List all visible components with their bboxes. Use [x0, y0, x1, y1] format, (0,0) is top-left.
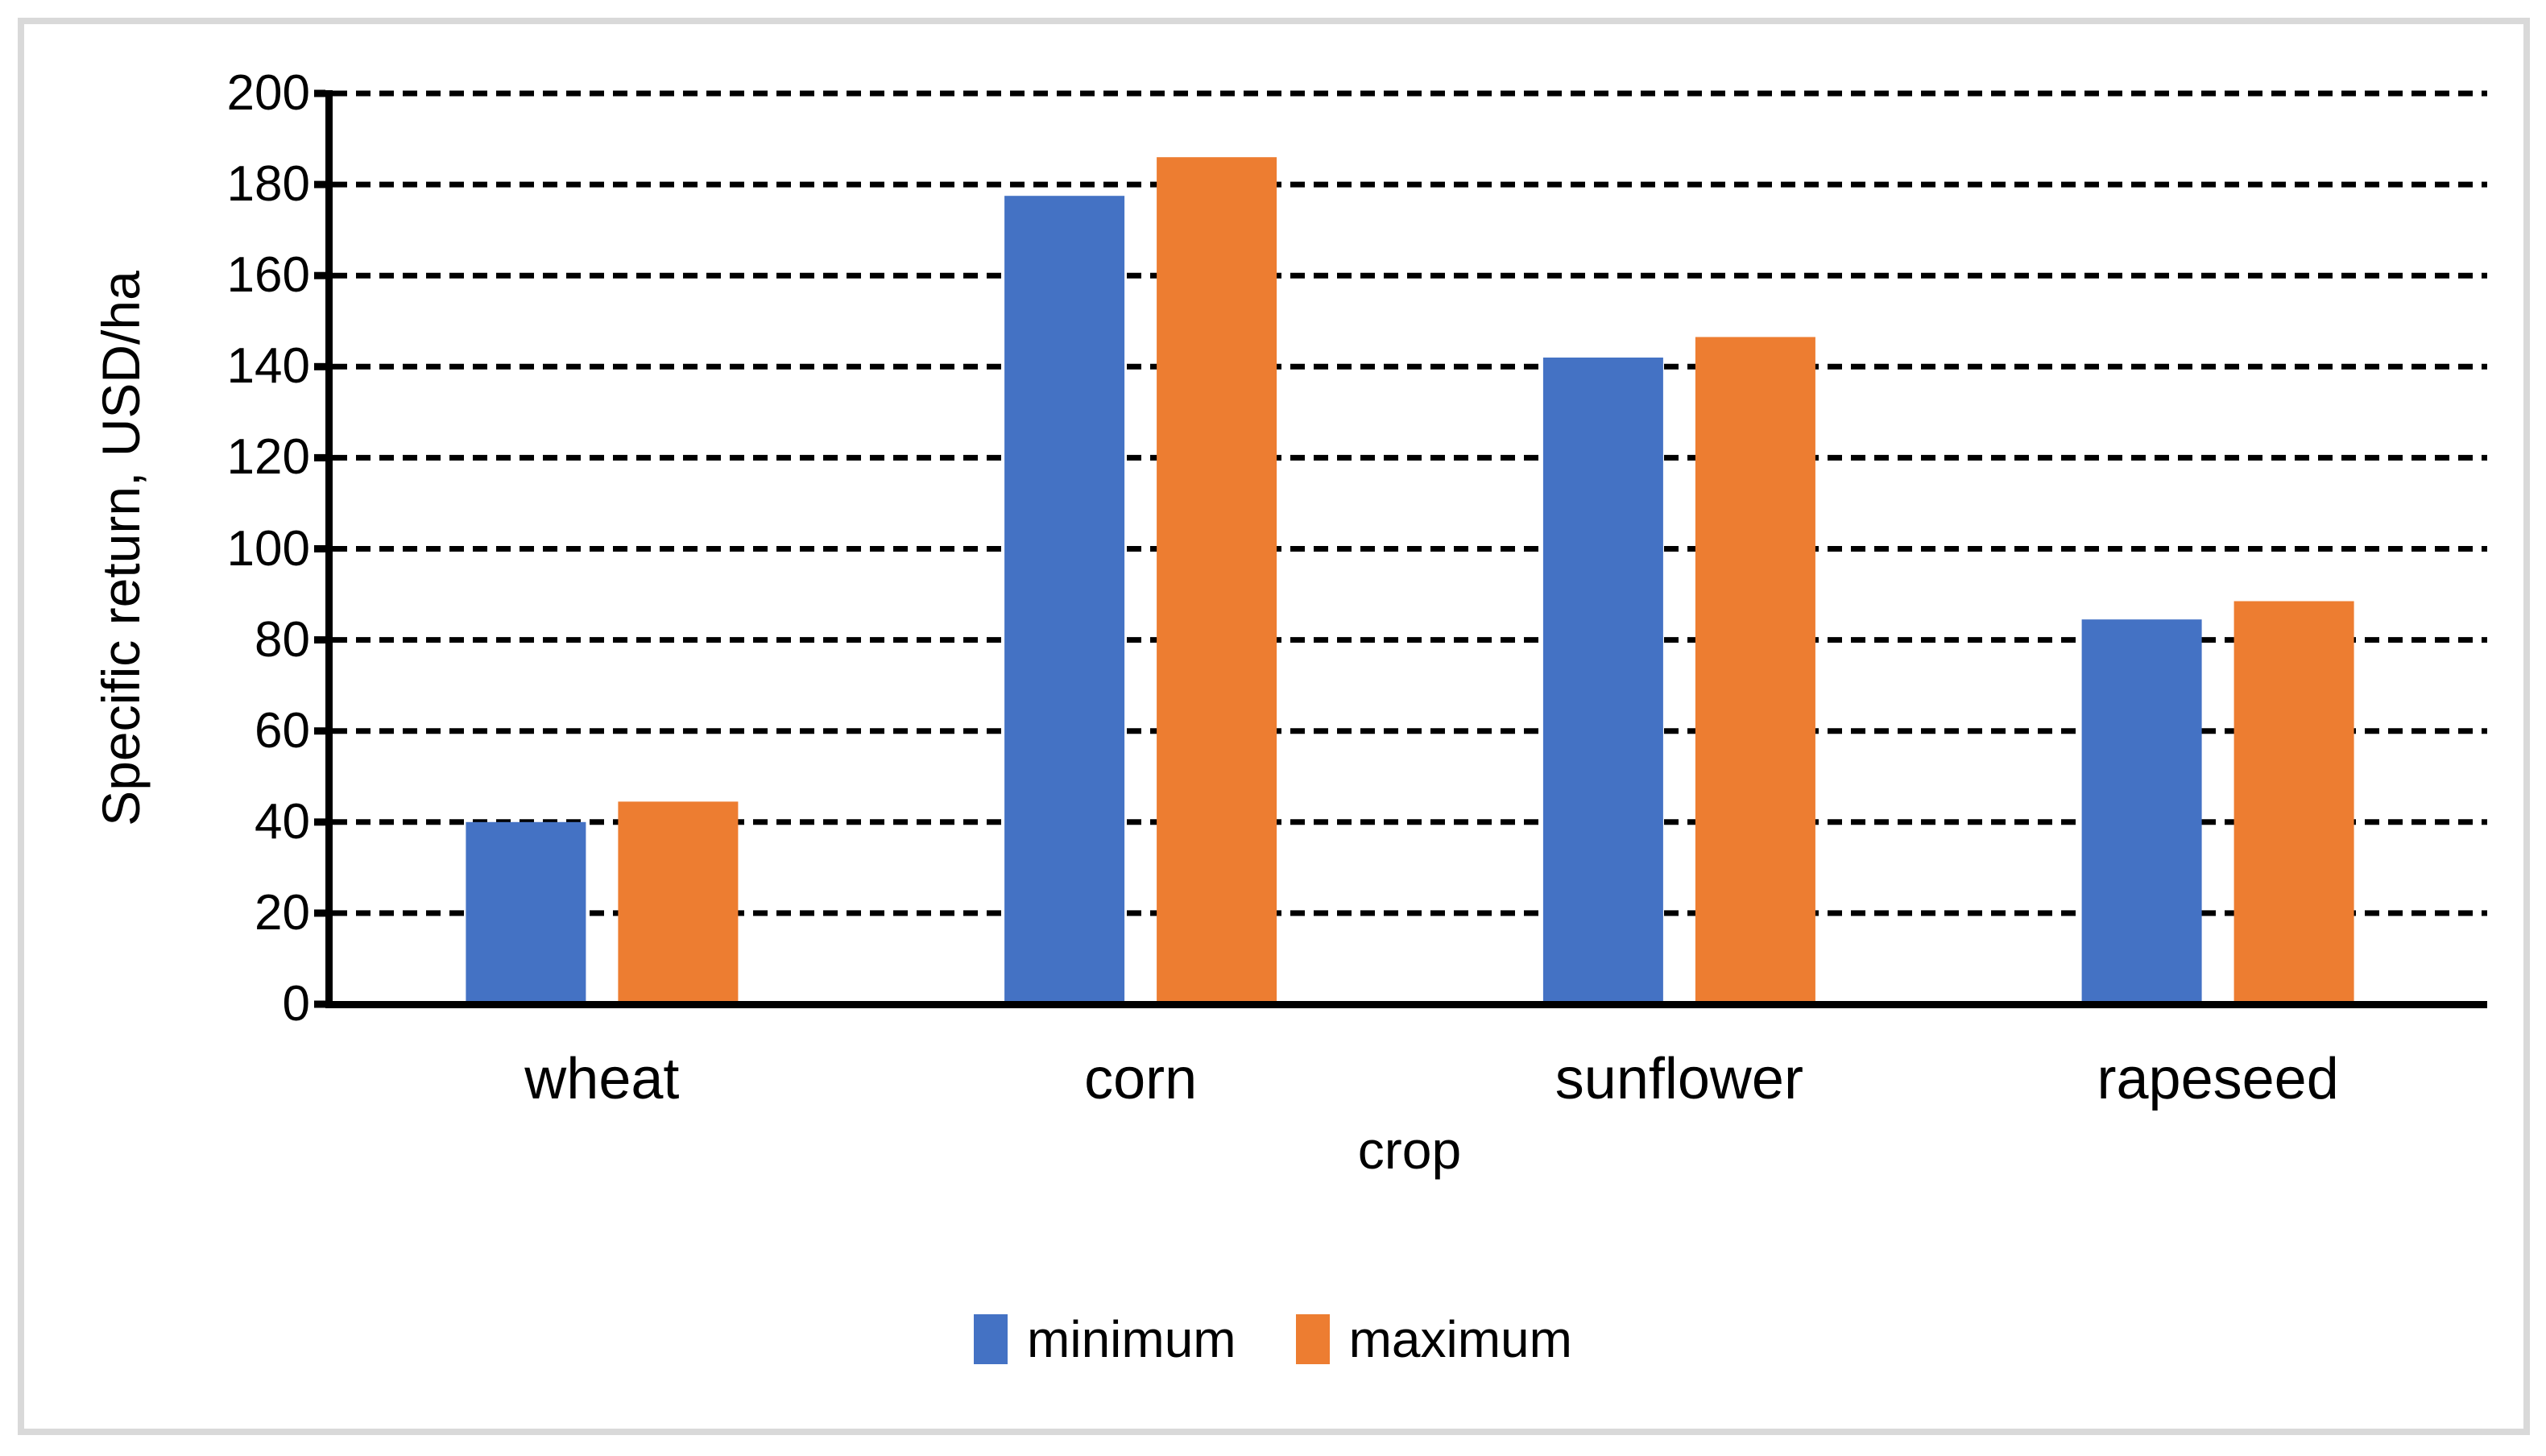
y-tick-label: 120 — [226, 429, 310, 486]
y-axis-tick-100 — [314, 545, 325, 552]
bar-minimum-sunflower — [1542, 358, 1663, 1004]
x-tick-label-corn: corn — [1084, 1047, 1198, 1111]
x-tick-label-rapeseed: rapeseed — [2097, 1047, 2339, 1111]
y-axis-tick-20 — [314, 909, 325, 917]
y-tick-label: 20 — [255, 884, 310, 941]
x-axis-line — [325, 1001, 2487, 1008]
y-tick-label: 180 — [226, 156, 310, 213]
bar-minimum-rapeseed — [2081, 619, 2202, 1004]
y-axis-tick-160 — [314, 271, 325, 279]
legend-label: minimum — [1027, 1310, 1236, 1368]
bar-maximum-sunflower — [1695, 337, 1815, 1004]
y-tick-label: 0 — [282, 976, 310, 1032]
legend: minimum maximum — [0, 1311, 2546, 1367]
bar-maximum-corn — [1157, 157, 1277, 1005]
bar-minimum-corn — [1004, 196, 1125, 1004]
x-tick-label-sunflower: sunflower — [1555, 1047, 1803, 1111]
legend-item-maximum: maximum — [1295, 1310, 1572, 1368]
y-axis-tick-180 — [314, 180, 325, 188]
legend-swatch-icon — [1295, 1314, 1330, 1364]
legend-swatch-icon — [974, 1314, 1008, 1364]
y-axis-tick-40 — [314, 818, 325, 826]
x-axis-title: crop — [1357, 1120, 1462, 1180]
y-axis-line — [325, 90, 333, 1008]
y-axis-tick-140 — [314, 362, 325, 370]
y-tick-label: 140 — [226, 338, 310, 395]
legend-label: maximum — [1348, 1310, 1572, 1368]
y-tick-label: 160 — [226, 247, 310, 304]
y-tick-label: 200 — [226, 65, 310, 121]
bar-minimum-wheat — [466, 821, 586, 1004]
y-tick-label: 80 — [255, 611, 310, 668]
x-tick-label-wheat: wheat — [524, 1047, 680, 1111]
y-tick-label: 40 — [255, 793, 310, 850]
y-axis-tick-80 — [314, 636, 325, 644]
y-axis-tick-60 — [314, 727, 325, 735]
bar-maximum-rapeseed — [2233, 601, 2354, 1004]
y-tick-label: 100 — [226, 520, 310, 577]
bar-maximum-wheat — [618, 801, 739, 1004]
y-axis-tick-120 — [314, 453, 325, 461]
legend-item-minimum: minimum — [974, 1311, 1236, 1367]
y-tick-label: 60 — [255, 702, 310, 759]
y-axis-tick-0 — [314, 1000, 325, 1008]
y-axis-tick-200 — [314, 89, 325, 97]
